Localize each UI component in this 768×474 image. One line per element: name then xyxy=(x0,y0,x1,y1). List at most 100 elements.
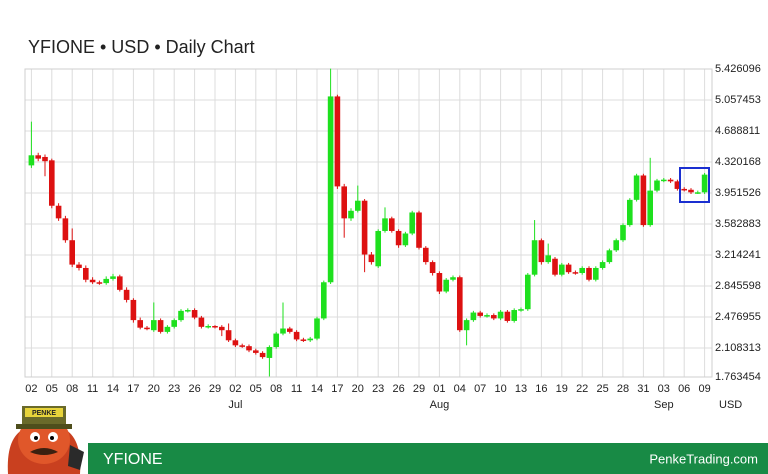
candle-body xyxy=(531,240,538,275)
x-tick-label: 25 xyxy=(596,383,608,395)
candle-body xyxy=(42,156,48,162)
candle-body xyxy=(191,310,198,318)
candles xyxy=(28,68,708,377)
footer-right: PenkeTrading.com xyxy=(649,451,758,466)
y-tick-label: 1.763454 xyxy=(715,371,761,383)
candle-body xyxy=(334,96,341,187)
x-tick-label: 07 xyxy=(474,383,486,395)
candle-body xyxy=(470,312,477,321)
candle-body xyxy=(586,267,592,280)
candle-body xyxy=(89,279,96,283)
y-tick-label: 2.845598 xyxy=(715,280,761,292)
candle-body xyxy=(443,279,449,292)
y-tick-label: 2.108313 xyxy=(715,342,761,354)
candle-body xyxy=(565,264,572,273)
x-tick-label: 08 xyxy=(66,383,78,395)
x-tick-label: 26 xyxy=(188,383,200,395)
candle-body xyxy=(69,240,75,265)
candle-body xyxy=(620,225,626,241)
candle-body xyxy=(266,347,273,358)
grid xyxy=(24,68,713,378)
candle-body xyxy=(287,328,293,332)
labels: 1.763454 2.108313 2.476955 2.845598 3.214241… xyxy=(25,63,761,411)
y-tick-label: 5.057453 xyxy=(715,94,761,106)
month-label: Sep xyxy=(654,399,674,411)
candle-body xyxy=(688,189,694,193)
candle-body xyxy=(504,311,511,321)
x-tick-label: 11 xyxy=(87,383,98,395)
x-tick-label: 17 xyxy=(127,383,139,395)
candle-body xyxy=(219,326,225,331)
x-tick-label: 03 xyxy=(658,383,670,395)
x-tick-label: 02 xyxy=(229,383,241,395)
candle-body xyxy=(429,262,436,274)
candle-body xyxy=(341,186,347,219)
chart-title: YFIONE • USD • Daily Chart xyxy=(28,37,255,57)
candle-body xyxy=(674,181,681,189)
candle-body xyxy=(185,310,191,312)
x-tick-label: 04 xyxy=(454,383,466,395)
candle-body xyxy=(307,338,313,341)
x-tick-label: 05 xyxy=(250,383,262,395)
y-tick-label: 4.688811 xyxy=(715,125,760,137)
candle-body xyxy=(457,277,463,331)
candle-body xyxy=(259,352,266,358)
candle-body xyxy=(137,320,143,328)
x-tick-label: 14 xyxy=(107,383,119,395)
candle-body xyxy=(654,180,660,191)
candle-body xyxy=(613,240,619,251)
candle-body xyxy=(239,345,245,347)
y-tick-label: 3.214241 xyxy=(715,249,761,261)
candle-body xyxy=(123,289,130,300)
candle-body xyxy=(579,267,585,274)
candle-body xyxy=(491,315,497,319)
month-label: Jul xyxy=(228,399,242,411)
candle-body xyxy=(49,160,55,206)
candle-body xyxy=(198,317,205,327)
candle-body xyxy=(450,277,456,280)
candle-body xyxy=(593,267,599,280)
candle-body xyxy=(130,299,137,321)
candle-body xyxy=(559,264,565,275)
candle-body xyxy=(205,325,211,328)
candle-body xyxy=(538,240,545,263)
y-tick-label: 4.320168 xyxy=(715,156,761,168)
candle-body xyxy=(83,267,89,280)
candle-body xyxy=(436,273,443,292)
candle-body xyxy=(144,327,150,330)
candle-body xyxy=(246,346,252,351)
x-tick-label: 08 xyxy=(270,383,282,395)
x-tick-label: 23 xyxy=(168,383,180,395)
candle-body xyxy=(327,96,334,283)
candle-body xyxy=(695,192,701,194)
candle-body xyxy=(497,311,504,319)
candle-body xyxy=(402,233,409,246)
y-tick-label: 2.476955 xyxy=(715,311,761,323)
x-tick-label: 11 xyxy=(291,383,302,395)
y-unit-label: USD xyxy=(719,399,742,411)
x-tick-label: 29 xyxy=(209,383,221,395)
candle-body xyxy=(55,205,62,219)
candle-body xyxy=(151,320,157,331)
x-tick-label: 22 xyxy=(576,383,588,395)
candle-body xyxy=(661,179,667,182)
x-tick-label: 29 xyxy=(413,383,425,395)
candle-body xyxy=(545,255,551,263)
candle-body xyxy=(164,326,171,332)
x-tick-label: 09 xyxy=(698,383,710,395)
candle-body xyxy=(647,190,653,226)
footer-band xyxy=(88,443,768,474)
candle-body xyxy=(633,175,640,200)
candle-body xyxy=(96,282,103,284)
candle-body xyxy=(321,282,327,319)
candle-body xyxy=(35,155,41,159)
x-tick-label: 02 xyxy=(25,383,37,395)
candle-body xyxy=(640,175,647,226)
candle-body xyxy=(518,309,524,311)
candle-body xyxy=(511,310,517,321)
candle-body xyxy=(273,333,279,348)
candle-body xyxy=(463,320,470,331)
candle-body xyxy=(348,210,354,219)
x-tick-label: 17 xyxy=(331,383,343,395)
